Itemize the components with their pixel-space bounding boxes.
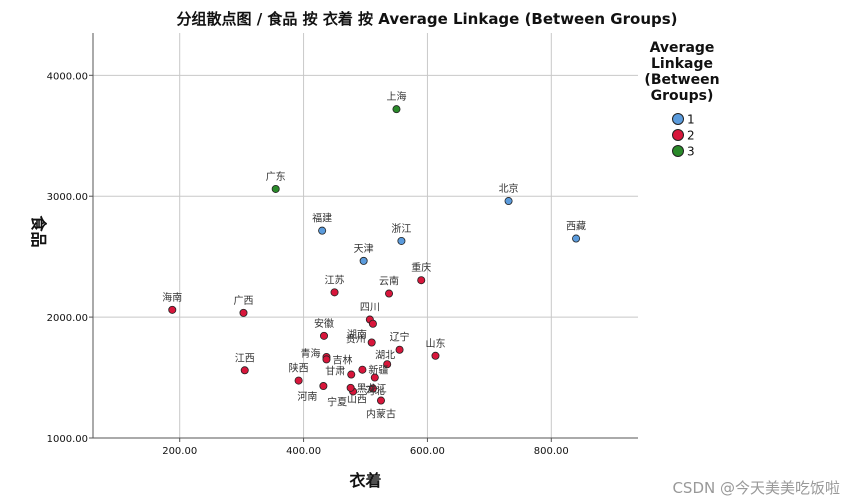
point-label: 山西 bbox=[347, 393, 367, 405]
legend-label: 3 bbox=[687, 145, 695, 159]
data-point bbox=[572, 234, 581, 243]
point-label: 安徽 bbox=[314, 317, 334, 330]
data-point bbox=[417, 276, 426, 285]
point-label: 山东 bbox=[425, 337, 445, 350]
watermark: CSDN @今天美美吃饭啦 bbox=[672, 479, 840, 497]
data-point bbox=[370, 373, 379, 382]
point-label: 青海 bbox=[300, 347, 320, 360]
data-point bbox=[240, 366, 249, 375]
chart-title: 分组散点图 / 食品 按 衣着 按 Average Linkage (Betwe… bbox=[176, 10, 677, 28]
data-point bbox=[319, 382, 328, 391]
data-point bbox=[431, 351, 440, 360]
point-label: 宁夏 bbox=[327, 395, 347, 408]
y-tick-label: 4000.00 bbox=[47, 71, 88, 82]
point-label: 北京 bbox=[499, 182, 519, 195]
point-label: 陕西 bbox=[289, 362, 309, 375]
data-point bbox=[358, 365, 367, 374]
point-label: 甘肃 bbox=[325, 365, 345, 378]
point-label: 浙江 bbox=[391, 223, 411, 235]
data-point bbox=[368, 319, 377, 328]
legend-marker bbox=[672, 129, 684, 141]
data-point bbox=[347, 370, 356, 379]
x-axis-label: 衣着 bbox=[349, 471, 381, 490]
data-point bbox=[322, 355, 331, 364]
point-label: 湖北 bbox=[375, 349, 395, 361]
y-tick-label: 3000.00 bbox=[47, 192, 88, 203]
point-label: 海南 bbox=[162, 291, 182, 304]
point-label: 湖南 bbox=[347, 328, 367, 341]
y-tick-label: 1000.00 bbox=[47, 434, 88, 445]
legend-title-line: Average bbox=[650, 40, 715, 56]
point-label: 云南 bbox=[379, 275, 399, 288]
data-point bbox=[168, 305, 177, 314]
point-label: 江苏 bbox=[325, 273, 345, 286]
point-label: 福建 bbox=[312, 212, 332, 225]
legend-label: 2 bbox=[687, 129, 695, 143]
data-point bbox=[392, 105, 401, 114]
data-point bbox=[504, 197, 513, 206]
x-tick-label: 600.00 bbox=[410, 446, 445, 457]
point-label: 新疆 bbox=[368, 364, 388, 377]
data-point bbox=[318, 226, 327, 235]
point-label: 天津 bbox=[354, 243, 374, 255]
point-label: 西藏 bbox=[566, 221, 586, 233]
data-point bbox=[376, 396, 385, 405]
data-point bbox=[330, 288, 339, 297]
legend-title-line: (Between bbox=[644, 72, 719, 88]
point-label: 内蒙古 bbox=[366, 408, 396, 421]
y-tick-label: 2000.00 bbox=[47, 313, 88, 324]
point-label: 广东 bbox=[266, 170, 286, 183]
point-label: 河南 bbox=[297, 390, 317, 403]
point-label: 广西 bbox=[233, 295, 253, 307]
data-point bbox=[368, 384, 377, 393]
data-point bbox=[367, 338, 376, 347]
data-point bbox=[320, 331, 329, 340]
data-point bbox=[359, 256, 368, 265]
point-label: 贵州 bbox=[346, 332, 366, 345]
point-label: 辽宁 bbox=[390, 331, 410, 344]
y-axis-label: 食品 bbox=[29, 214, 48, 247]
x-tick-label: 800.00 bbox=[534, 446, 569, 457]
x-tick-label: 400.00 bbox=[286, 446, 321, 457]
legend-label: 1 bbox=[687, 113, 695, 127]
point-label: 河北 bbox=[365, 386, 385, 398]
point-label: 上海 bbox=[386, 90, 406, 103]
point-label: 吉林 bbox=[332, 353, 352, 366]
legend-marker bbox=[672, 113, 684, 125]
data-point bbox=[397, 236, 406, 245]
point-label: 黑龙江 bbox=[357, 382, 387, 395]
legend-marker bbox=[672, 145, 684, 157]
data-point bbox=[383, 360, 392, 369]
x-tick-label: 200.00 bbox=[162, 446, 197, 457]
point-label: 重庆 bbox=[411, 261, 431, 274]
data-point bbox=[395, 345, 404, 354]
legend-title-line: Groups) bbox=[651, 88, 714, 104]
point-label: 江西 bbox=[235, 352, 255, 364]
data-point bbox=[385, 289, 394, 298]
point-label: 四川 bbox=[360, 303, 380, 314]
data-point bbox=[239, 308, 248, 317]
data-point bbox=[294, 376, 303, 385]
data-point bbox=[271, 184, 280, 193]
legend-title-line: Linkage bbox=[651, 56, 713, 72]
data-point bbox=[346, 383, 355, 392]
